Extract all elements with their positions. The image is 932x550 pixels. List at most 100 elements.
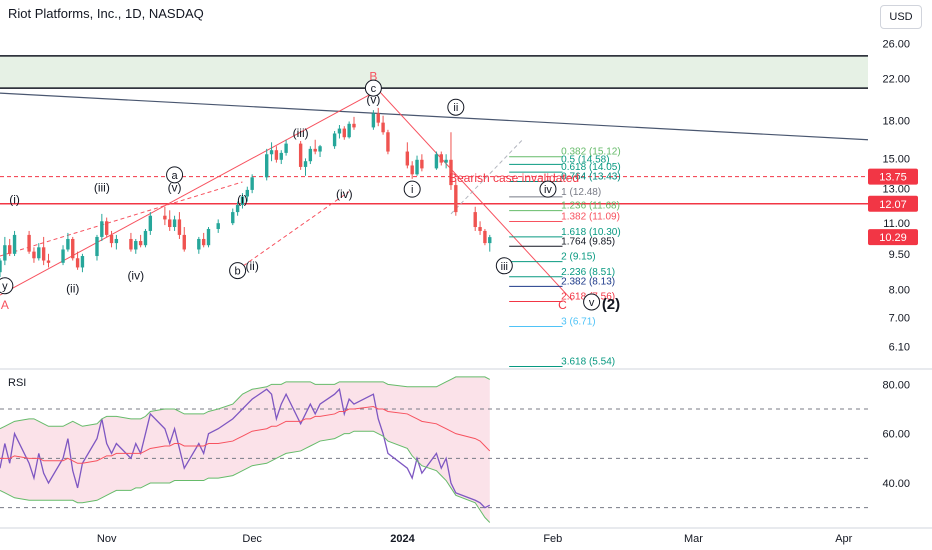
fib-level-label: 1.382 (11.09) [561, 211, 620, 222]
candlestick-series [0, 107, 492, 278]
wave-label: C [558, 298, 567, 312]
wave-circle [583, 293, 601, 311]
channel-line [0, 181, 243, 257]
wave-label: Bearish case invalidated [449, 171, 579, 185]
wave-label: (ii) [245, 259, 258, 273]
fib-level-label: 1.618 (10.30) [561, 227, 621, 238]
wave-circle [229, 262, 247, 280]
rsi-axis-tick: 80.00 [882, 379, 910, 391]
time-axis-tick: Feb [543, 533, 562, 545]
candle-body [143, 230, 148, 246]
candle-body [303, 161, 308, 167]
candle-body [386, 132, 390, 152]
candle-body [265, 154, 269, 178]
candle-body [488, 237, 492, 244]
candle-body [46, 260, 51, 263]
wave-label: (iii) [94, 181, 110, 195]
candle-body [308, 148, 313, 162]
rsi-band-fill [0, 376, 490, 523]
candle-body [168, 219, 172, 228]
candle-body [80, 256, 85, 268]
candle-body [32, 251, 36, 259]
candle-body [3, 245, 7, 261]
fib-level-label: 1 (12.48) [561, 187, 601, 198]
candle-body [114, 238, 119, 244]
price-tag-label: 13.75 [879, 172, 907, 184]
wave-label: a [172, 170, 179, 182]
candle-body [376, 113, 380, 123]
currency-button[interactable]: USD [880, 5, 922, 29]
rsi-rsi-line [0, 387, 491, 509]
candle-body [347, 123, 351, 138]
trendline [0, 92, 869, 141]
candle-body [95, 236, 99, 257]
candle-body [235, 205, 240, 213]
time-axis-tick: Dec [242, 533, 262, 545]
candle-body [8, 245, 12, 254]
price-tag [868, 195, 918, 212]
price-axis-tick: 9.50 [889, 249, 910, 261]
wave-circle [447, 98, 465, 116]
wave-circle [495, 257, 513, 275]
wave-label: v [589, 297, 595, 309]
time-axis-tick: Nov [97, 533, 117, 545]
price-axis-tick: 26.00 [882, 38, 910, 50]
wave-label: (v) [366, 93, 380, 107]
fib-level-label: 0.382 (15.12) [561, 147, 621, 158]
wave-label: c [371, 83, 377, 95]
rsi-band_upper-line [0, 376, 490, 430]
candle-body [61, 249, 65, 263]
axes-layer: 26.00 22.00 18.00 15.00 13.00 11.00 9.50 8.00 7.… [97, 38, 918, 545]
rsi-rsi_ma-line [0, 406, 491, 464]
candle-body [318, 146, 322, 152]
candle-body [27, 234, 31, 252]
candle-body [134, 241, 138, 250]
wave-label: y [2, 281, 8, 293]
candle-body [177, 219, 182, 235]
wave-label: b [235, 266, 241, 278]
candle-body [0, 260, 2, 273]
candle-body [483, 230, 487, 244]
wave-circle [166, 166, 184, 184]
channel-line [450, 138, 525, 215]
wave-label: (v) [168, 181, 182, 195]
candle-body [332, 133, 337, 147]
wave-label: (2) [602, 296, 620, 313]
rsi-panel-layer [0, 376, 868, 523]
candle-body [337, 128, 342, 134]
price-axis-tick: 11.00 [883, 218, 910, 230]
candle-body [444, 159, 448, 163]
candle-body [172, 219, 177, 228]
candle-body [201, 238, 206, 246]
fib-level-label: 0.764 (13.43) [561, 171, 621, 182]
candle-body [245, 189, 250, 197]
candle-body [342, 128, 346, 138]
wave-circle [539, 180, 557, 198]
rsi-band_lower-line [0, 430, 491, 523]
candle-body [138, 241, 143, 246]
candle-body [71, 238, 75, 259]
wave-label: A [1, 298, 9, 312]
price-axis-tick: 18.00 [882, 115, 910, 127]
candle-body [240, 196, 245, 206]
drawing-lines-layer [0, 55, 869, 301]
wave-label: ii [453, 102, 458, 114]
wave-label: (iii) [293, 126, 309, 140]
candle-body [274, 150, 279, 160]
resistance-zone [0, 55, 868, 89]
rsi-panel-label: RSI [8, 377, 27, 389]
candle-body [182, 234, 186, 250]
candle-body [100, 221, 104, 237]
candle-body [410, 165, 414, 175]
price-axis-tick: 22.00 [882, 73, 910, 85]
candle-body [478, 227, 482, 231]
candle-body [449, 159, 453, 186]
fib-level-label: 3.618 (5.54) [561, 356, 615, 367]
price-axis-tick: 7.00 [889, 313, 910, 325]
wave-circle [403, 180, 421, 198]
candle-body [41, 247, 46, 261]
candle-body [231, 212, 235, 224]
price-tag-label: 10.29 [879, 232, 907, 244]
candle-body [405, 151, 410, 166]
